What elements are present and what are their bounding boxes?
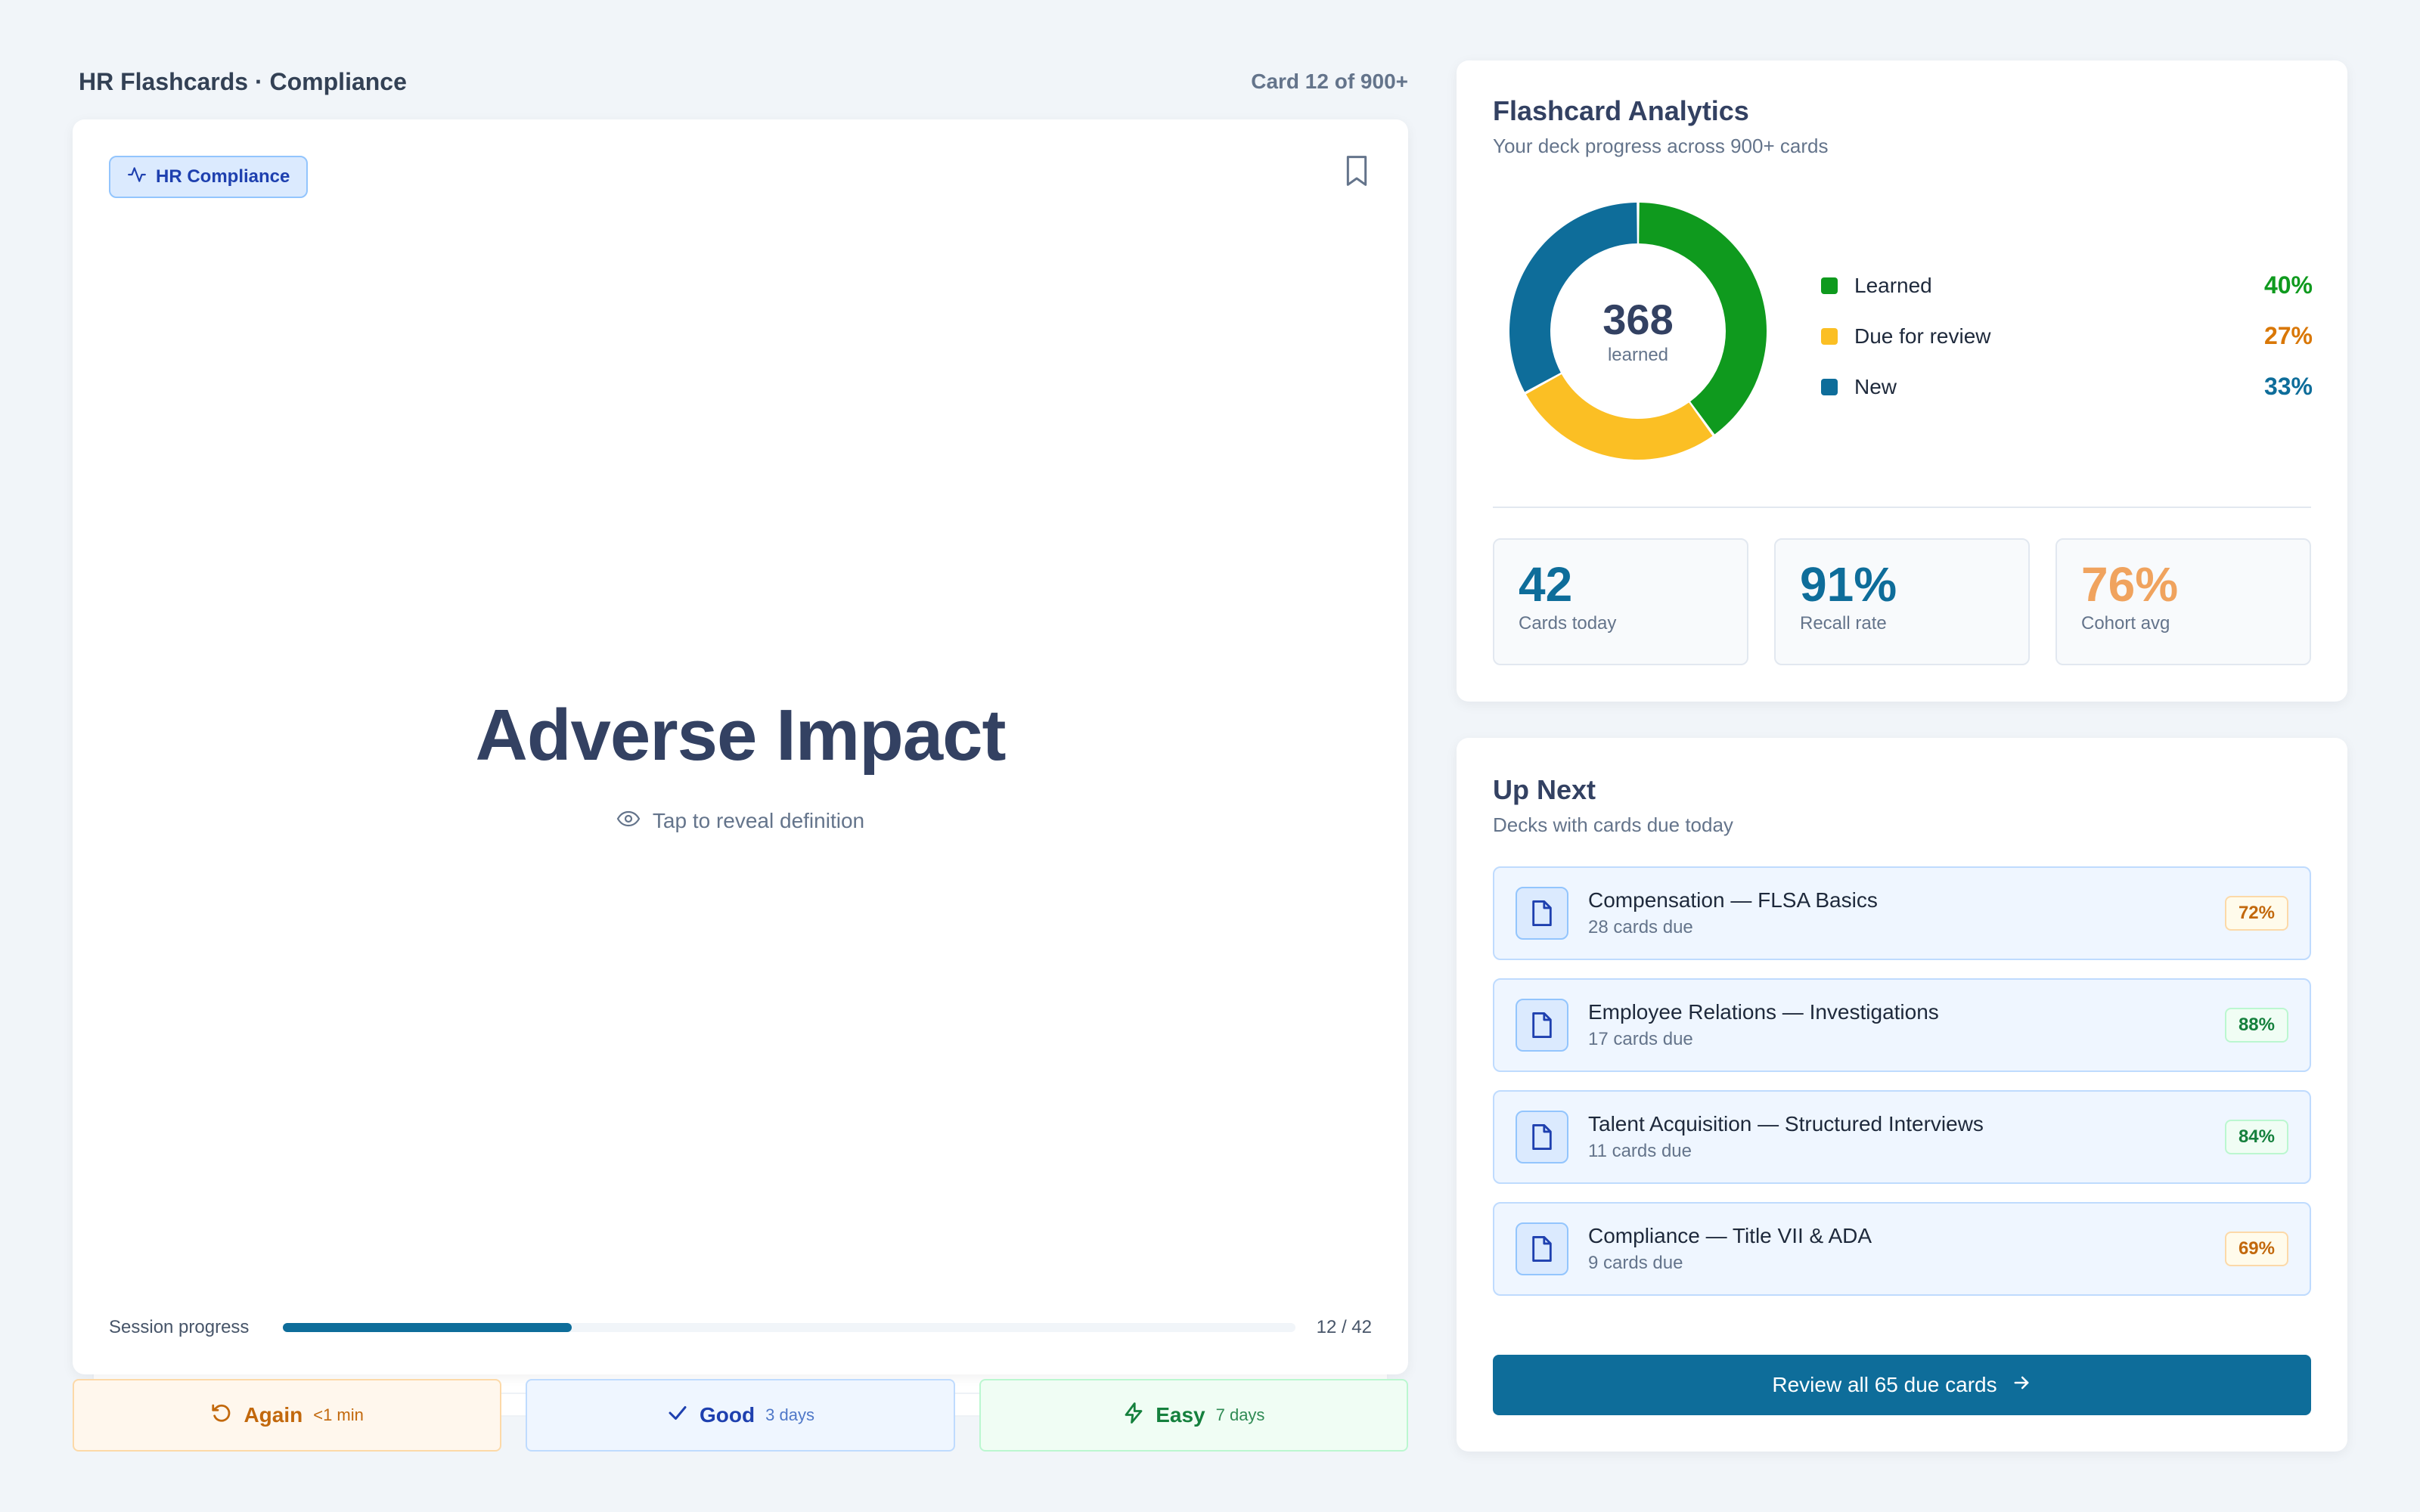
answer-buttons: Again <1 min Good 3 days Easy 7 days [73,1379,1408,1452]
session-progress-count: 12 / 42 [1316,1317,1372,1337]
deck-item-compliance[interactable]: Compliance — Title VII & ADA 9 cards due… [1493,1202,2311,1296]
stat-cards: 42 Cards today 91% Recall rate 76% Cohor… [1493,538,2311,665]
deck-score-badge: 88% [2224,1008,2288,1043]
legend-item-new: New 33% [1821,361,2313,412]
reveal-hint[interactable]: Tap to reveal definition [73,809,1408,833]
deck-item-talent-acquisition[interactable]: Talent Acquisition — Structured Intervie… [1493,1090,2311,1184]
deck-item-compensation[interactable]: Compensation — FLSA Basics 28 cards due … [1493,866,2311,960]
stat-recall-rate: 91% Recall rate [1774,538,2030,665]
deck-text: Compensation — FLSA Basics 28 cards due [1588,888,2225,938]
analytics-panel: Flashcard Analytics Your deck progress a… [1457,60,2347,702]
again-interval: <1 min [313,1405,364,1424]
legend-swatch [1821,277,1838,294]
deck-text: Compliance — Title VII & ADA 9 cards due [1588,1224,2225,1274]
donut-slice-learned [1639,203,1767,435]
deck-score-badge: 84% [2224,1120,2288,1154]
legend-swatch [1821,378,1838,395]
category-tag: HR Compliance [109,156,309,198]
card-stack: HR Compliance Adverse Impact Tap to reve… [73,119,1408,1417]
legend-value: 40% [2263,271,2313,299]
analytics-title: Flashcard Analytics [1493,95,1749,126]
deck-name: Compliance — Title VII & ADA [1588,1224,1872,1247]
legend-label: Learned [1854,273,1932,297]
good-label: Good [700,1403,755,1427]
again-button[interactable]: Again <1 min [73,1379,502,1452]
donut-slice-new [1509,203,1637,392]
stat-cohort-avg: 76% Cohort avg [2055,538,2311,665]
up-next-subtitle: Decks with cards due today [1493,813,1733,836]
legend-value: 33% [2263,373,2313,400]
deck-item-employee-relations[interactable]: Employee Relations — Investigations 17 c… [1493,978,2311,1072]
analytics-subtitle: Your deck progress across 900+ cards [1493,135,1829,157]
session-progress-label: Session progress [109,1317,250,1337]
donut-value: 368 [1602,296,1674,344]
card-counter: Card 12 of 900+ [1251,70,1408,93]
deck-due-count: 28 cards due [1588,917,1693,937]
stat-value: 91% [1800,557,1897,612]
rotate-ccw-icon [210,1402,233,1430]
bookmark-button[interactable] [1342,154,1372,187]
easy-button[interactable]: Easy 7 days [979,1379,1408,1452]
deck-score-badge: 69% [2224,1232,2288,1266]
legend-label: Due for review [1854,324,1991,348]
deck-due-count: 17 cards due [1588,1029,1693,1049]
session-progress: Session progress 12 / 42 [109,1312,1372,1343]
flashcard-term: Adverse Impact [475,695,1007,776]
activity-icon [127,165,147,190]
session-progress-track [283,1323,1295,1332]
zap-icon [1122,1402,1145,1430]
category-label: HR Compliance [156,166,290,187]
session-progress-fill [283,1323,572,1332]
deck-title: HR Flashcards · Compliance [79,67,407,95]
arrow-right-icon [2011,1372,2032,1399]
deck-header: HR Flashcards · Compliance Card 12 of 90… [73,60,1408,103]
legend-swatch [1821,327,1838,345]
flashcard-area: HR Flashcards · Compliance Card 12 of 90… [73,60,1408,1452]
again-label: Again [244,1403,303,1427]
file-icon [1516,1222,1568,1275]
good-button[interactable]: Good 3 days [526,1379,955,1452]
bookmark-icon [1342,156,1372,191]
flashcard[interactable]: HR Compliance Adverse Impact Tap to reve… [73,119,1408,1374]
eye-icon [616,809,641,833]
progress-donut-chart: 368 learned [1508,201,1768,461]
divider [1493,507,2311,508]
stat-value: 42 [1519,557,1573,612]
good-interval: 3 days [765,1405,814,1424]
stat-label: Cards today [1519,613,1617,634]
legend-label: New [1854,374,1897,398]
up-next-title: Up Next [1493,774,1596,805]
legend-item-learned: Learned 40% [1821,260,2313,311]
reveal-hint-text: Tap to reveal definition [652,809,865,832]
easy-interval: 7 days [1215,1405,1265,1424]
file-icon [1516,887,1568,940]
stat-label: Cohort avg [2081,613,2170,634]
donut-legend: Learned 40% Due for review 27% New 33% [1821,260,2313,412]
review-all-button[interactable]: Review all 65 due cards [1493,1355,2311,1415]
easy-label: Easy [1156,1403,1205,1427]
deck-name: Employee Relations — Investigations [1588,1000,1939,1024]
file-icon [1516,999,1568,1052]
legend-value: 27% [2263,322,2313,349]
check-icon [666,1402,689,1430]
deck-due-count: 9 cards due [1588,1253,1683,1273]
deck-name: Talent Acquisition — Structured Intervie… [1588,1112,1984,1136]
deck-name: Compensation — FLSA Basics [1588,888,1878,912]
stat-cards-today: 42 Cards today [1493,538,1748,665]
donut-slice-due-for-review [1525,373,1713,460]
stat-label: Recall rate [1800,613,1887,634]
deck-list: Compensation — FLSA Basics 28 cards due … [1493,866,2311,1314]
up-next-panel: Up Next Decks with cards due today Compe… [1457,738,2347,1452]
deck-text: Employee Relations — Investigations 17 c… [1588,1000,2225,1050]
donut-label: learned [1607,344,1669,365]
review-all-label: Review all 65 due cards [1772,1373,1997,1396]
donut-center: 368 learned [1508,201,1768,461]
stat-value: 76% [2081,557,2179,612]
file-icon [1516,1111,1568,1163]
deck-text: Talent Acquisition — Structured Intervie… [1588,1112,2225,1162]
legend-item-due: Due for review 27% [1821,311,2313,361]
deck-score-badge: 72% [2224,896,2288,931]
deck-due-count: 11 cards due [1588,1141,1692,1161]
